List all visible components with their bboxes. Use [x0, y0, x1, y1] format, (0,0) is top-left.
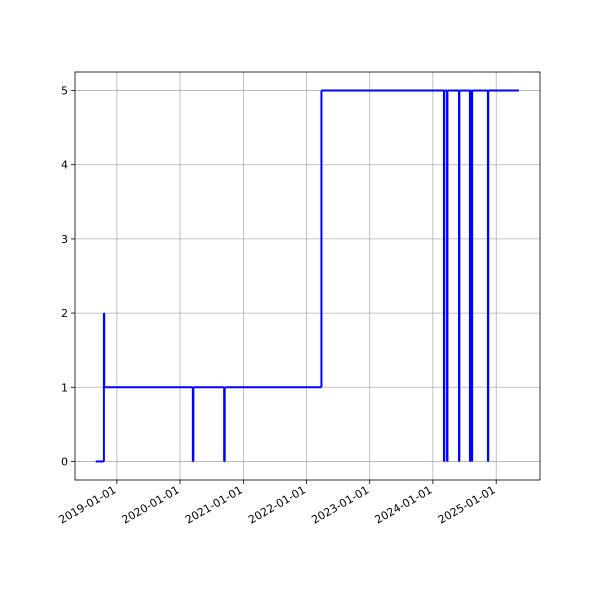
x-tick-label: 2025-01-01	[436, 483, 498, 526]
x-tick-label: 2022-01-01	[246, 483, 308, 526]
plot-frame	[74, 71, 541, 481]
x-tick-label: 2020-01-01	[120, 483, 182, 526]
y-tick-label: 5	[61, 85, 68, 98]
y-tick-label: 4	[61, 159, 68, 172]
y-tick-label: 2	[61, 307, 68, 320]
y-tick-label: 1	[61, 381, 68, 394]
x-tick-label: 2019-01-01	[57, 483, 119, 526]
y-tick-label: 3	[61, 233, 68, 246]
y-tick-label: 0	[61, 455, 68, 468]
x-tick-label: 2023-01-01	[309, 483, 371, 526]
x-tick-label: 2024-01-01	[373, 483, 435, 526]
x-tick-label: 2021-01-01	[183, 483, 245, 526]
